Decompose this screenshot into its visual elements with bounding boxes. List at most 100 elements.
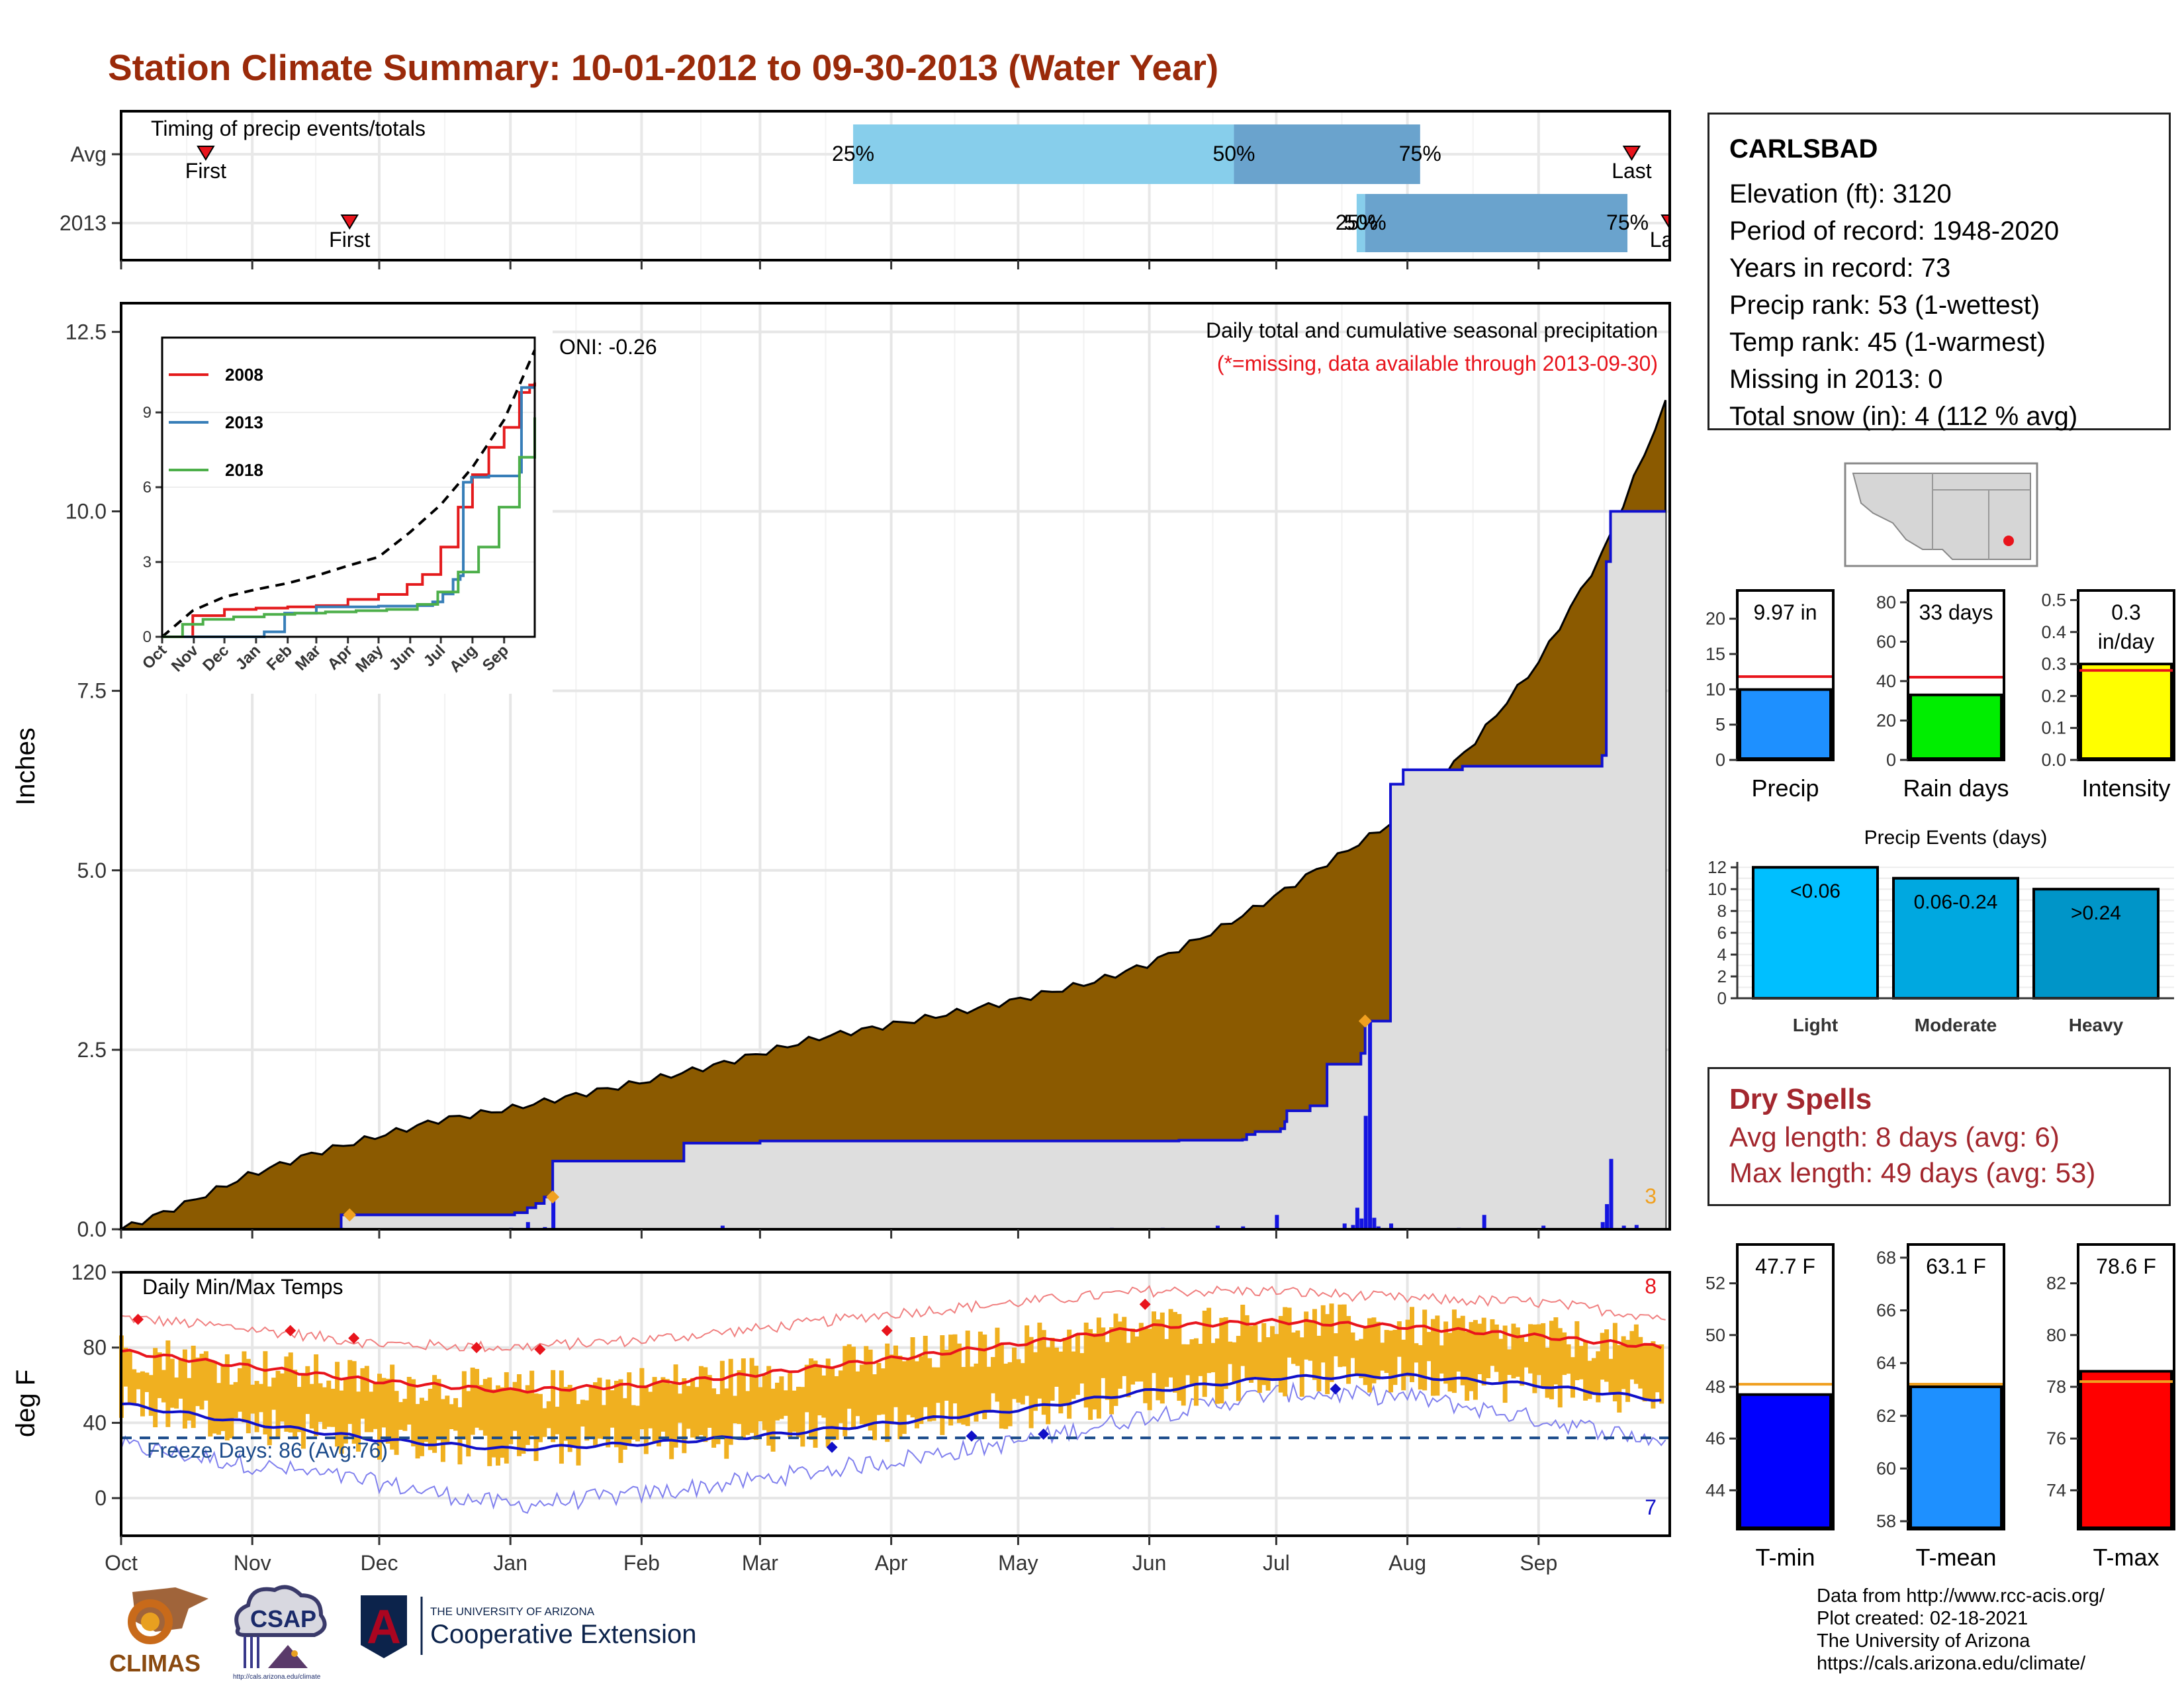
daily-temp-range xyxy=(529,1370,535,1436)
daily-temp-range xyxy=(1050,1337,1055,1401)
daily-temp-range xyxy=(643,1385,649,1454)
missing-marker xyxy=(546,1190,560,1204)
inset-line-2008 xyxy=(162,382,536,638)
daily-temp-range xyxy=(1054,1347,1059,1387)
daily-temp-range xyxy=(1198,1344,1203,1376)
daily-temp-range xyxy=(1532,1324,1537,1393)
raindays-ytick-label: 20 xyxy=(1876,710,1896,730)
daily-temp-range xyxy=(635,1405,640,1442)
daily-temp-range xyxy=(178,1358,183,1399)
inset-legend-label: 2018 xyxy=(225,460,263,480)
daily-temp-range xyxy=(419,1397,424,1456)
timing-bar-q25-q50 xyxy=(853,124,1234,184)
tmean-ytick-label: 66 xyxy=(1876,1301,1896,1321)
freeze-days-label: Freeze Days: 86 (Avg:76) xyxy=(147,1438,388,1462)
daily-precip-bar xyxy=(1359,1218,1364,1229)
intensity-title: Intensity xyxy=(2081,774,2170,802)
daily-precip-bar xyxy=(1600,1222,1605,1229)
daily-temp-range xyxy=(1138,1323,1144,1382)
daily-temp-range xyxy=(1117,1321,1122,1389)
events-bar-label: >0.24 xyxy=(2071,902,2121,924)
inset-ytick-label: 0 xyxy=(143,628,152,646)
csap-logo-text: CSAP xyxy=(250,1605,316,1632)
daily-temp-range xyxy=(1545,1347,1550,1398)
daily-temp-range xyxy=(859,1364,864,1425)
temp-ytick-label: 80 xyxy=(83,1336,107,1360)
daily-temp-range xyxy=(1414,1343,1419,1363)
daily-temp-range xyxy=(440,1399,445,1462)
daily-temp-range xyxy=(648,1391,653,1429)
daily-temp-range xyxy=(1096,1317,1101,1419)
climas-logo-text: CLIMAS xyxy=(109,1650,201,1677)
credits: Data from http://www.rcc-acis.org/ Plot … xyxy=(1817,1585,2105,1675)
events-ytick-label: 8 xyxy=(1717,901,1727,921)
daily-temp-range xyxy=(584,1400,590,1441)
daily-temp-range xyxy=(1473,1320,1478,1400)
tmin-value-bar xyxy=(1739,1393,1832,1530)
tmean-value-bar xyxy=(1909,1385,2003,1529)
precip-ylabel: Inches xyxy=(11,727,40,806)
daily-temp-range xyxy=(424,1400,429,1442)
daily-temp-range xyxy=(390,1364,395,1450)
daily-temp-range xyxy=(1354,1340,1359,1375)
daily-temp-range xyxy=(381,1378,387,1428)
tmean-value-label: 63.1 F xyxy=(1926,1254,1986,1278)
daily-temp-range xyxy=(322,1387,327,1429)
daily-temp-range xyxy=(1270,1326,1275,1379)
timing-frame xyxy=(120,110,1671,261)
precip-ytick-label: 0 xyxy=(1715,750,1725,770)
daily-temp-range xyxy=(952,1334,958,1404)
daily-temp-range xyxy=(1511,1323,1516,1379)
station-missing: Missing in 2013: 0 xyxy=(1729,365,1943,394)
timing-bar-q25-q50 xyxy=(1356,194,1365,252)
intensity-value-bar xyxy=(2079,663,2173,761)
daily-temp-range xyxy=(356,1391,361,1452)
daily-temp-range xyxy=(1465,1331,1470,1401)
daily-temp-range xyxy=(1130,1329,1136,1385)
daily-temp-range xyxy=(1625,1340,1631,1402)
daily-temp-range xyxy=(901,1361,907,1434)
timing-clip xyxy=(1670,111,1709,260)
timing-first-label: First xyxy=(329,228,370,252)
tmin-ytick-label: 48 xyxy=(1706,1377,1725,1397)
daily-temp-range xyxy=(1507,1349,1512,1376)
daily-temp-range xyxy=(394,1391,399,1455)
events-bar-label: <0.06 xyxy=(1790,880,1841,902)
daily-precip-bar xyxy=(1363,1115,1368,1229)
daily-temp-range xyxy=(974,1363,979,1422)
timing-panel: 25%50%75%FirstLastAvg25%50%75%FirstLast2… xyxy=(60,110,1709,269)
daily-temp-range xyxy=(1583,1341,1588,1401)
events-ytick-label: 2 xyxy=(1717,966,1727,986)
daily-temp-range xyxy=(851,1346,856,1430)
daily-temp-range xyxy=(212,1360,217,1434)
daily-temp-range xyxy=(838,1370,843,1423)
raindays-value-label: 33 days xyxy=(1919,600,1993,624)
daily-temp-range xyxy=(537,1393,543,1442)
daily-temp-range xyxy=(1371,1317,1377,1383)
tmin-title: T-min xyxy=(1756,1544,1815,1571)
inset-legend-label: 2008 xyxy=(225,365,263,385)
temp-ytick-label: 40 xyxy=(83,1411,107,1434)
daily-temp-range xyxy=(360,1368,365,1419)
daily-temp-range xyxy=(893,1345,898,1407)
daily-temp-range xyxy=(428,1388,433,1450)
daily-temp-range xyxy=(1037,1323,1042,1399)
daily-temp-range xyxy=(1164,1338,1169,1387)
daily-temp-range xyxy=(1557,1328,1563,1408)
daily-temp-range xyxy=(238,1368,243,1412)
daily-temp-range xyxy=(1320,1305,1326,1363)
credit-plot-date: Plot created: 02-18-2021 xyxy=(1817,1608,2028,1629)
raindays-value-bar xyxy=(1909,693,2003,761)
raindays-title: Rain days xyxy=(1903,774,2009,802)
daily-temp-range xyxy=(1147,1329,1152,1411)
daily-temp-range xyxy=(1075,1335,1080,1395)
timing-bar-q50-q75 xyxy=(1365,194,1628,252)
daily-temp-range xyxy=(551,1370,556,1442)
daily-temp-range xyxy=(279,1373,285,1422)
daily-temp-range xyxy=(944,1350,949,1401)
precip-title: Precip xyxy=(1751,774,1819,802)
temp-frame xyxy=(120,1271,1671,1537)
daily-temp-range xyxy=(1041,1330,1046,1415)
daily-temp-range xyxy=(1460,1315,1465,1385)
